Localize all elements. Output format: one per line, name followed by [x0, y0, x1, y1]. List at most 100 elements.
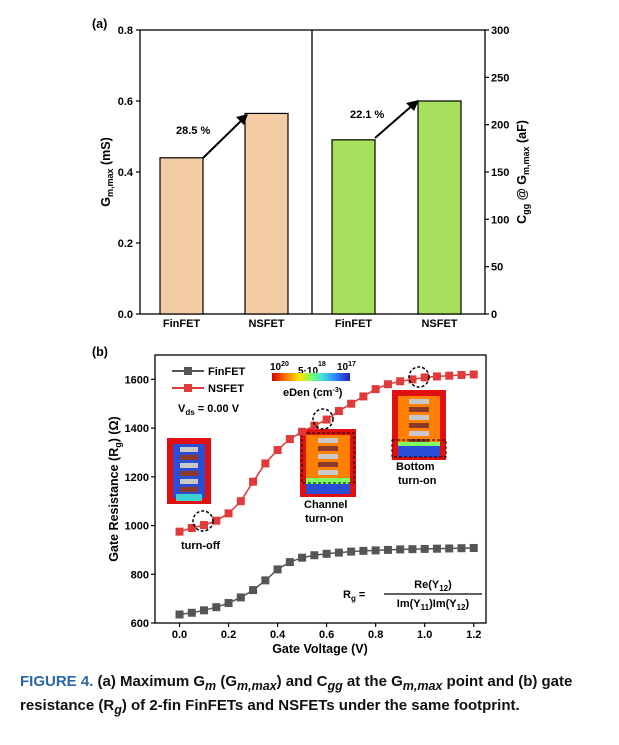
- channel-turn-on-marker-circle: [312, 408, 334, 430]
- x-tick-label: 0.8: [368, 629, 383, 641]
- right-tick-label: 250: [491, 72, 509, 84]
- legend-label-finfet: FinFET: [208, 366, 246, 378]
- panel-a-ylabel-left: Gm,max (mS): [99, 137, 115, 207]
- colorbar-label: eDen (cm-3): [283, 387, 343, 399]
- bar-cgg-nsfet: [417, 100, 462, 315]
- point-finfet: [200, 606, 209, 615]
- bottom-turn-on-marker-circle: [408, 366, 430, 388]
- panel-b-series: [175, 370, 478, 619]
- turn-off-marker-circle: [192, 510, 214, 532]
- right-tick-label: 200: [491, 120, 509, 132]
- panel-a-category-labels: FinFET NSFET FinFET NSFET: [163, 318, 458, 330]
- panel-b-label: (b): [92, 345, 108, 359]
- panel-b-ylabel: Gate Resistance (Rg) (Ω): [107, 416, 123, 561]
- bottom-turn-on-label-line1: Bottom: [396, 461, 435, 473]
- category-label: FinFET: [163, 318, 201, 330]
- panel-b-frame: [154, 354, 487, 624]
- x-tick-label: 0.4: [270, 629, 286, 641]
- point-nsfet: [212, 516, 221, 525]
- point-finfet: [445, 544, 454, 553]
- right-tick-label: 0: [491, 309, 497, 321]
- point-nsfet: [408, 375, 417, 384]
- inset-turn-off-device: [167, 438, 211, 504]
- point-nsfet: [432, 372, 441, 381]
- point-nsfet: [224, 509, 233, 518]
- point-nsfet: [310, 421, 319, 430]
- point-nsfet: [457, 370, 466, 379]
- formula-denominator: Im(Y11)Im(Y12): [397, 598, 470, 612]
- point-nsfet: [298, 427, 307, 436]
- figure-caption: FIGURE 4. (a) Maximum Gm (Gm,max) and Cg…: [20, 673, 573, 717]
- right-tick-label: 50: [491, 262, 503, 274]
- point-nsfet: [334, 407, 343, 416]
- point-finfet: [224, 599, 233, 608]
- right-tick-label: 300: [491, 25, 509, 37]
- colorbar-tick-5e18: 5·1018: [298, 361, 326, 377]
- point-finfet: [175, 610, 184, 619]
- point-finfet: [457, 544, 466, 553]
- turn-off-label: turn-off: [181, 540, 220, 552]
- y-tick-label: 1000: [125, 521, 149, 533]
- point-finfet: [420, 544, 429, 553]
- gain-label-cgg: 22.1 %: [350, 109, 384, 121]
- point-nsfet: [445, 371, 454, 380]
- point-finfet: [396, 545, 405, 554]
- point-nsfet: [359, 392, 368, 401]
- category-label: FinFET: [335, 318, 373, 330]
- point-finfet: [347, 547, 356, 556]
- left-tick-label: 0.0: [118, 309, 133, 321]
- point-finfet: [408, 545, 417, 554]
- colorbar-gradient: [272, 373, 350, 381]
- point-nsfet: [469, 370, 478, 379]
- left-tick-label: 0.2: [118, 238, 133, 250]
- point-nsfet: [420, 373, 429, 382]
- point-finfet: [285, 558, 294, 567]
- point-nsfet: [285, 435, 294, 444]
- point-nsfet: [273, 446, 282, 455]
- panel-a-label: (a): [92, 17, 107, 31]
- y-tick-label: 600: [131, 618, 149, 630]
- point-finfet: [334, 548, 343, 557]
- bottom-turn-on-label-line2: turn-on: [398, 475, 437, 487]
- point-finfet: [310, 551, 319, 560]
- panel-b-xlabel: Gate Voltage (V): [272, 642, 368, 656]
- right-tick-label: 150: [491, 167, 509, 179]
- point-finfet: [469, 543, 478, 552]
- y-tick-label: 1400: [125, 423, 149, 435]
- bar-cgg-finfet: [331, 139, 376, 315]
- point-nsfet: [383, 380, 392, 389]
- point-finfet: [359, 546, 368, 555]
- point-finfet: [432, 544, 441, 553]
- point-finfet: [322, 549, 331, 558]
- colorbar-tick-1e17: 1017: [337, 361, 356, 373]
- x-tick-label: 0.0: [172, 629, 187, 641]
- panel-b-y-ticks: 600 800 1000 1200 1400 1600: [125, 374, 155, 630]
- y-tick-label: 800: [131, 569, 149, 581]
- panel-b-legend: FinFET NSFET: [172, 366, 246, 395]
- category-label: NSFET: [248, 318, 284, 330]
- panel-a-arrow-right: [374, 100, 419, 139]
- point-finfet: [383, 545, 392, 554]
- point-finfet: [212, 603, 221, 612]
- left-tick-label: 0.6: [118, 96, 133, 108]
- point-nsfet: [249, 477, 258, 486]
- legend-marker-finfet: [184, 367, 192, 375]
- panel-a-bars: [159, 100, 462, 315]
- point-nsfet: [187, 523, 196, 532]
- inset-bottom-turn-on-device: [391, 390, 447, 460]
- panel-a-ylabel-right: Cgg @ Gm,max (aF): [515, 120, 531, 224]
- panel-a-arrow-left: [202, 114, 248, 159]
- x-tick-label: 0.6: [319, 629, 334, 641]
- category-label: NSFET: [421, 318, 457, 330]
- point-nsfet: [200, 521, 209, 530]
- x-tick-label: 0.2: [221, 629, 236, 641]
- point-finfet: [273, 565, 282, 574]
- point-finfet: [298, 553, 307, 562]
- colorbar: 1020 5·1018 1017 eDen (cm-3): [270, 361, 356, 399]
- point-nsfet: [322, 415, 331, 424]
- formula-lhs: Rg =: [343, 589, 365, 603]
- point-finfet: [249, 586, 258, 595]
- rg-formula: Rg = Re(Y12) Im(Y11)Im(Y12): [343, 579, 482, 612]
- figure: (a) 0.0 0.2 0.4 0.6 0.8 0 50 100 150 200 250 300 F…: [92, 17, 531, 656]
